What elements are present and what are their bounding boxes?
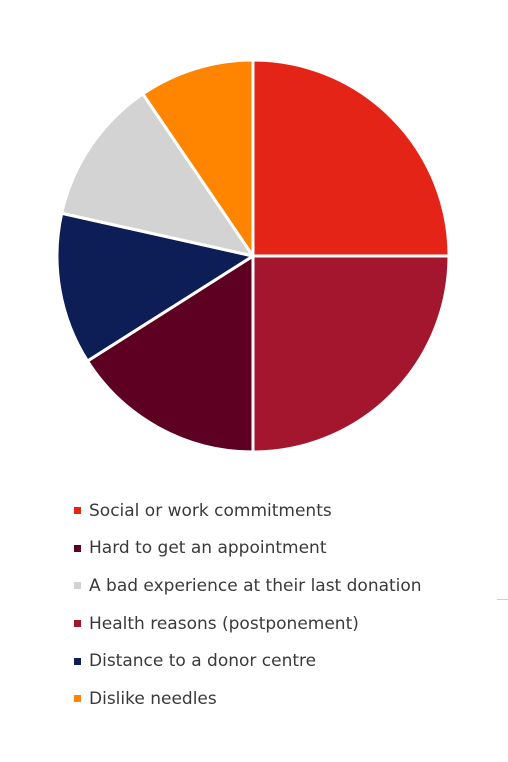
pie-slice-1: [251, 254, 451, 454]
legend-item: Distance to a donor centre: [74, 642, 422, 680]
legend-item: Dislike needles: [74, 680, 422, 718]
legend-label: Health reasons (postponement): [89, 613, 359, 634]
divider-line: [497, 599, 508, 600]
pie-slice-2: [86, 254, 255, 454]
legend-item: Health reasons (postponement): [74, 605, 422, 643]
pie-slice-4: [60, 92, 255, 258]
legend-swatch: [74, 695, 81, 703]
legend-swatch: [74, 582, 81, 590]
chart-legend: Social or work commitments Hard to get an…: [74, 492, 422, 718]
legend-label: Social or work commitments: [89, 500, 332, 521]
legend-swatch: [74, 657, 81, 665]
pie-slice-5: [141, 58, 255, 258]
legend-label: Dislike needles: [89, 688, 217, 709]
legend-swatch: [74, 620, 81, 628]
legend-item: Hard to get an appointment: [74, 530, 422, 568]
legend-swatch: [74, 507, 81, 515]
pie-slice-3: [55, 211, 255, 363]
legend-label: Hard to get an appointment: [89, 538, 327, 559]
legend-swatch: [74, 544, 81, 552]
pie-slice-0: [251, 58, 451, 258]
legend-item: Social or work commitments: [74, 492, 422, 530]
legend-label: A bad experience at their last donation: [89, 575, 422, 596]
pie-chart: [55, 58, 451, 454]
legend-item: A bad experience at their last donation: [74, 567, 422, 605]
legend-label: Distance to a donor centre: [89, 651, 317, 672]
